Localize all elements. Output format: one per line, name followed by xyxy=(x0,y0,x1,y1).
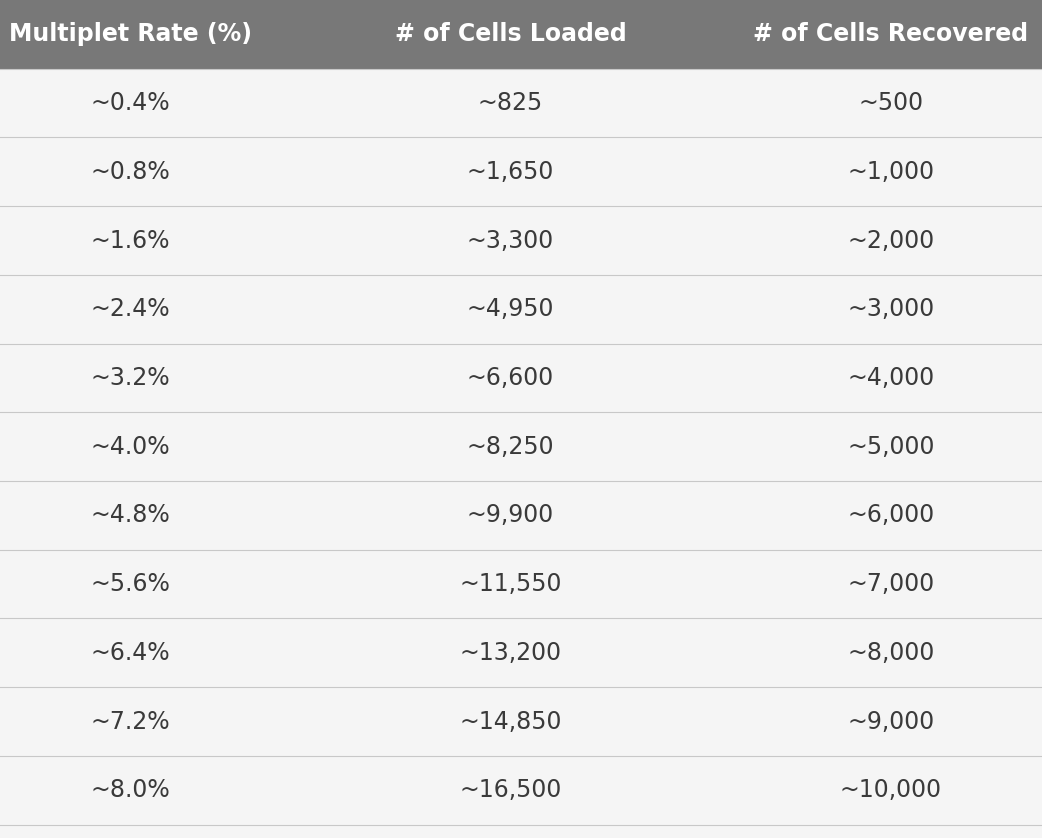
Text: ~10,000: ~10,000 xyxy=(840,779,942,802)
Text: ~5.6%: ~5.6% xyxy=(91,572,170,596)
Bar xyxy=(0,275,1042,344)
Bar xyxy=(0,412,1042,481)
Text: ~4.8%: ~4.8% xyxy=(91,504,170,527)
Text: ~9,900: ~9,900 xyxy=(467,504,554,527)
Text: ~0.4%: ~0.4% xyxy=(91,91,170,115)
Bar xyxy=(0,206,1042,275)
Bar xyxy=(0,481,1042,550)
Text: ~9,000: ~9,000 xyxy=(847,710,935,733)
Text: # of Cells Recovered: # of Cells Recovered xyxy=(753,23,1028,46)
Text: ~825: ~825 xyxy=(478,91,543,115)
Text: ~7,000: ~7,000 xyxy=(847,572,935,596)
Bar xyxy=(0,756,1042,825)
Text: # of Cells Loaded: # of Cells Loaded xyxy=(395,23,626,46)
Text: ~1,650: ~1,650 xyxy=(467,160,554,184)
Text: ~4,950: ~4,950 xyxy=(467,297,554,321)
Text: ~16,500: ~16,500 xyxy=(460,779,562,802)
Text: ~500: ~500 xyxy=(859,91,923,115)
Text: ~4.0%: ~4.0% xyxy=(91,435,170,458)
Text: ~8,250: ~8,250 xyxy=(467,435,554,458)
Text: ~0.8%: ~0.8% xyxy=(91,160,170,184)
Text: ~1,000: ~1,000 xyxy=(847,160,935,184)
Text: ~2.4%: ~2.4% xyxy=(91,297,170,321)
Bar xyxy=(0,687,1042,756)
Text: ~13,200: ~13,200 xyxy=(460,641,562,665)
Text: ~8.0%: ~8.0% xyxy=(91,779,170,802)
Bar xyxy=(0,69,1042,137)
Text: ~3.2%: ~3.2% xyxy=(91,366,170,390)
Text: ~2,000: ~2,000 xyxy=(847,229,935,252)
Text: ~3,300: ~3,300 xyxy=(467,229,554,252)
Text: ~1.6%: ~1.6% xyxy=(91,229,170,252)
Bar xyxy=(0,137,1042,206)
Text: ~4,000: ~4,000 xyxy=(847,366,935,390)
Text: ~11,550: ~11,550 xyxy=(460,572,562,596)
Bar xyxy=(0,0,1042,69)
Text: ~6,000: ~6,000 xyxy=(847,504,935,527)
Bar xyxy=(0,618,1042,687)
Text: ~7.2%: ~7.2% xyxy=(91,710,170,733)
Text: ~14,850: ~14,850 xyxy=(460,710,562,733)
Bar xyxy=(0,550,1042,618)
Text: ~6.4%: ~6.4% xyxy=(91,641,170,665)
Bar xyxy=(0,344,1042,412)
Text: ~3,000: ~3,000 xyxy=(847,297,935,321)
Text: ~6,600: ~6,600 xyxy=(467,366,554,390)
Text: ~5,000: ~5,000 xyxy=(847,435,935,458)
Text: ~8,000: ~8,000 xyxy=(847,641,935,665)
Text: Multiplet Rate (%): Multiplet Rate (%) xyxy=(8,23,252,46)
